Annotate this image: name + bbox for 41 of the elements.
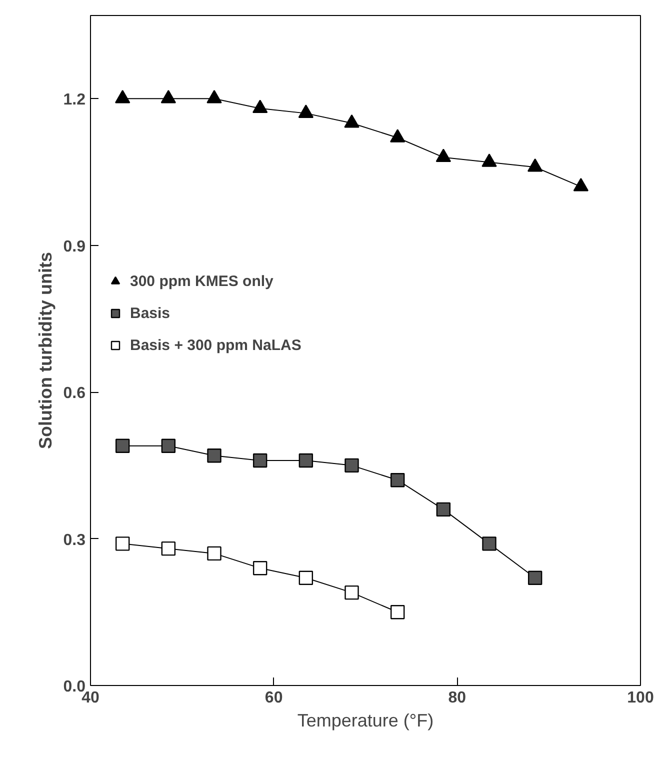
point <box>390 129 406 142</box>
point <box>436 148 452 162</box>
x-tick-label: 100 <box>627 690 654 706</box>
x-tick-label: 60 <box>264 690 283 706</box>
point <box>207 546 222 561</box>
legend-label: 300 ppm KMES only <box>130 272 274 290</box>
legend-label: Basis + 300 ppm NaLAS <box>130 336 302 354</box>
point <box>161 438 176 453</box>
point <box>298 570 314 586</box>
point <box>115 536 130 551</box>
point <box>252 561 268 576</box>
point <box>298 453 314 468</box>
point <box>482 154 497 167</box>
y-tick-label: 1.2 <box>63 92 86 109</box>
point <box>528 570 542 586</box>
point <box>482 536 496 551</box>
x-axis-title: Temperature (°F) <box>297 710 434 730</box>
point <box>252 100 268 114</box>
point <box>573 178 589 192</box>
y-tick-label: 0.9 <box>63 238 86 256</box>
point <box>298 104 314 118</box>
point <box>390 605 405 620</box>
point <box>436 502 451 517</box>
y-axis-title: Solution turbidity units <box>35 252 56 449</box>
point <box>115 438 130 453</box>
point <box>206 90 222 104</box>
y-tick-label: 0.6 <box>63 385 86 402</box>
point <box>160 90 176 104</box>
x-tick-label: 40 <box>82 690 100 706</box>
point <box>207 448 222 463</box>
y-tick-label: 0.3 <box>63 532 86 549</box>
point <box>527 158 543 172</box>
point <box>390 473 405 488</box>
point <box>252 453 268 468</box>
point <box>344 585 359 600</box>
point <box>161 541 176 556</box>
x-tick-label: 80 <box>448 690 466 706</box>
legend-label: Basis <box>130 304 170 322</box>
point <box>344 458 359 473</box>
point <box>114 90 130 104</box>
point <box>344 114 360 128</box>
